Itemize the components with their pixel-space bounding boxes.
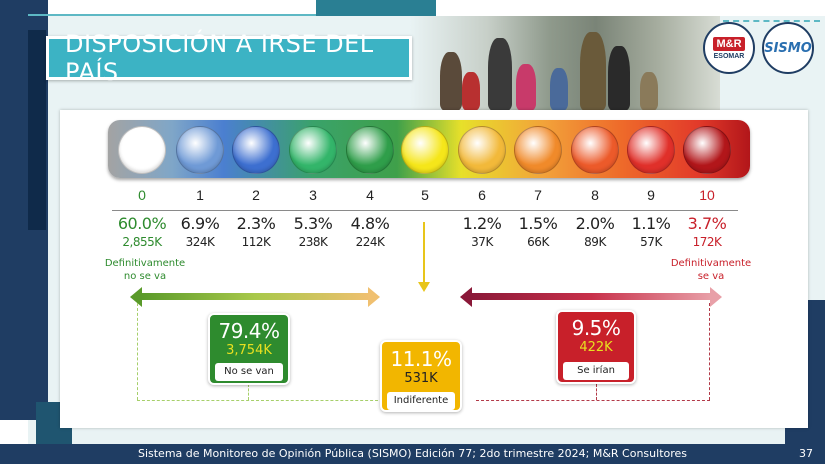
scale-circle-1 — [176, 126, 224, 174]
se-irian-pct: 9.5% — [571, 316, 621, 340]
scale-count-8: 89K — [584, 235, 606, 249]
scale-pct-9: 1.1% — [631, 214, 671, 233]
indiferente-count: 531K — [404, 371, 438, 386]
scale-number-4: 4 — [366, 187, 374, 203]
scale-count-9: 57K — [640, 235, 662, 249]
right-extreme-label-line2: se va — [697, 271, 725, 282]
red-box-connector — [596, 384, 597, 400]
scale-circle-6 — [458, 126, 506, 174]
scale-number-0: 0 — [138, 187, 146, 203]
green-arrow-right-head — [368, 287, 380, 307]
indifferent-arrow-head — [418, 282, 430, 292]
scale-count-0: 2,855K — [122, 235, 162, 249]
green-arrow-left-head — [130, 287, 142, 307]
scale-number-5: 5 — [421, 187, 429, 203]
top-decor-block — [316, 0, 436, 16]
left-decor-stripe — [28, 30, 46, 230]
top-decor-line — [28, 14, 328, 16]
left-extreme-label-line1: Definitivamente — [104, 258, 186, 269]
green-box-connector — [248, 384, 249, 400]
scale-circle-10 — [683, 126, 731, 174]
scale-number-1: 1 — [196, 187, 204, 203]
scale-count-3: 238K — [298, 235, 328, 249]
scale-number-6: 6 — [478, 187, 486, 203]
scale-pct-10: 3.7% — [687, 214, 727, 233]
se-irian-label: Se irían — [563, 362, 629, 380]
right-extreme-label: Definitivamente se va — [666, 257, 756, 283]
scale-pct-4: 4.8% — [350, 214, 390, 233]
footer-bar: Sistema de Monitoreo de Opinión Pública … — [0, 444, 825, 464]
indiferente-box: 11.1% 531K Indiferente — [380, 340, 462, 412]
esomar-logo-text: ESOMAR — [713, 52, 745, 60]
title-banner: DISPOSICIÓN A IRSE DEL PAÍS — [46, 30, 412, 86]
scale-count-10: 172K — [692, 235, 722, 249]
scale-pct-7: 1.5% — [518, 214, 558, 233]
sismo-logo-text: SISMO — [764, 40, 812, 56]
no-se-van-count: 3,754K — [226, 343, 272, 358]
indiferente-pct: 11.1% — [390, 347, 452, 371]
scale-circle-4 — [346, 126, 394, 174]
red-range-arrow — [470, 293, 712, 300]
page-title: DISPOSICIÓN A IRSE DEL PAÍS — [65, 30, 374, 86]
red-arrow-left-head — [460, 287, 472, 307]
red-connector-horizontal — [476, 400, 710, 401]
scale-pct-6: 1.2% — [462, 214, 502, 233]
no-se-van-box: 79.4% 3,754K No se van — [208, 313, 290, 385]
green-connector-vertical — [137, 303, 138, 400]
se-irian-box: 9.5% 422K Se irían — [556, 310, 636, 384]
scale-number-10: 10 — [699, 187, 715, 203]
left-extreme-label: Definitivamente no se va — [100, 257, 190, 283]
right-extreme-label-line1: Definitivamente — [670, 258, 752, 269]
scale-count-2: 112K — [241, 235, 271, 249]
scale-pct-8: 2.0% — [575, 214, 615, 233]
scale-axis-line — [112, 210, 738, 211]
scale-count-1: 324K — [185, 235, 215, 249]
scale-pct-3: 5.3% — [293, 214, 333, 233]
sismo-logo: SISMO — [762, 22, 814, 74]
scale-count-6: 37K — [471, 235, 493, 249]
scale-circle-2 — [232, 126, 280, 174]
mr-esomar-logo: M&R ESOMAR — [703, 22, 755, 74]
footer-source-text: Sistema de Monitoreo de Opinión Pública … — [137, 447, 688, 460]
mr-logo-text: M&R — [713, 36, 745, 51]
green-range-arrow — [140, 293, 370, 300]
green-connector-horizontal — [137, 400, 383, 401]
se-irian-count: 422K — [579, 340, 613, 355]
red-arrow-right-head — [710, 287, 722, 307]
scale-pct-1: 6.9% — [180, 214, 220, 233]
left-extreme-label-line2: no se va — [123, 271, 167, 282]
scale-circle-7 — [514, 126, 562, 174]
indiferente-label: Indiferente — [387, 392, 455, 410]
scale-count-7: 66K — [527, 235, 549, 249]
scale-circle-9 — [627, 126, 675, 174]
scale-number-9: 9 — [647, 187, 655, 203]
scale-circle-0 — [118, 126, 166, 174]
scale-pct-2: 2.3% — [236, 214, 276, 233]
scale-pct-0: 60.0% — [117, 214, 167, 233]
indifferent-arrow-shaft — [423, 222, 425, 282]
scale-count-4: 224K — [355, 235, 385, 249]
scale-number-8: 8 — [591, 187, 599, 203]
scale-number-7: 7 — [534, 187, 542, 203]
red-connector-vertical — [709, 303, 710, 400]
scale-number-3: 3 — [309, 187, 317, 203]
scale-number-2: 2 — [252, 187, 260, 203]
page-number: 37 — [799, 447, 813, 460]
no-se-van-pct: 79.4% — [218, 319, 280, 343]
no-se-van-label: No se van — [215, 363, 283, 381]
scale-circle-3 — [289, 126, 337, 174]
scale-circle-5 — [401, 126, 449, 174]
migrants-photo — [410, 16, 720, 112]
scale-circle-8 — [571, 126, 619, 174]
